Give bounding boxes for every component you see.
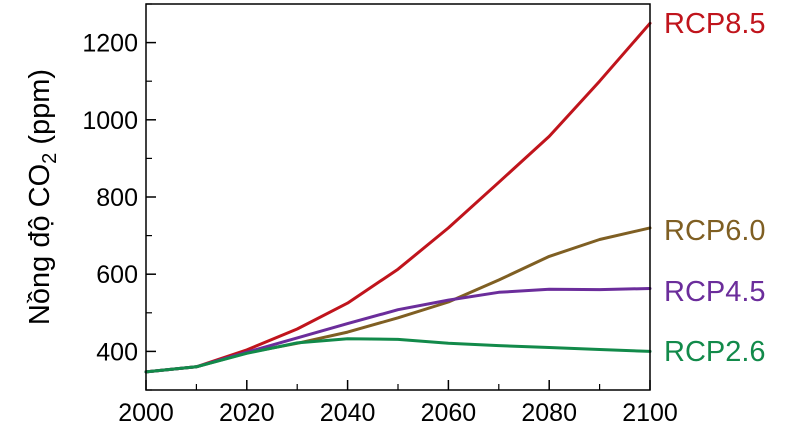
series-label-rcp4-5: RCP4.5: [664, 276, 766, 308]
y-tick-label: 1000: [82, 107, 138, 135]
y-axis-title-main: Nồng độ CO: [24, 164, 56, 325]
plot-frame: [145, 3, 651, 391]
x-tick-label: 2000: [118, 399, 174, 427]
series-labels: RCP8.5 RCP6.0 RCP4.5 RCP2.6: [664, 8, 766, 368]
y-axis-title: Nồng độ CO2 (ppm): [24, 69, 61, 325]
series-line-rcp6-0: [144, 226, 652, 374]
x-tick-label: 2100: [622, 399, 678, 427]
x-tick-label: 2060: [421, 399, 477, 427]
y-axis-title-subscript: 2: [39, 153, 61, 164]
series-line-rcp8-5: [144, 21, 652, 374]
y-axis-title-text: Nồng độ CO2 (ppm): [24, 69, 61, 325]
series-layer: [144, 21, 652, 374]
x-tick-label: 2020: [219, 399, 275, 427]
y-tick-label: 800: [96, 184, 138, 212]
series-label-rcp8-5: RCP8.5: [664, 8, 766, 40]
y-tick-label: 400: [96, 338, 138, 366]
y-tick-label: 600: [96, 261, 138, 289]
ticks-layer: 2000 2020 2040 2060 2080 2100 400 600 800 1000 120…: [82, 3, 678, 427]
series-label-rcp2-6: RCP2.6: [664, 336, 766, 368]
x-tick-label: 2080: [521, 399, 577, 427]
y-tick-label: 1200: [82, 30, 138, 58]
y-axis-title-unit: (ppm): [24, 69, 56, 153]
series-line-rcp2-6: [144, 337, 652, 374]
series-label-rcp6-0: RCP6.0: [664, 215, 766, 247]
x-tick-label: 2040: [320, 399, 376, 427]
